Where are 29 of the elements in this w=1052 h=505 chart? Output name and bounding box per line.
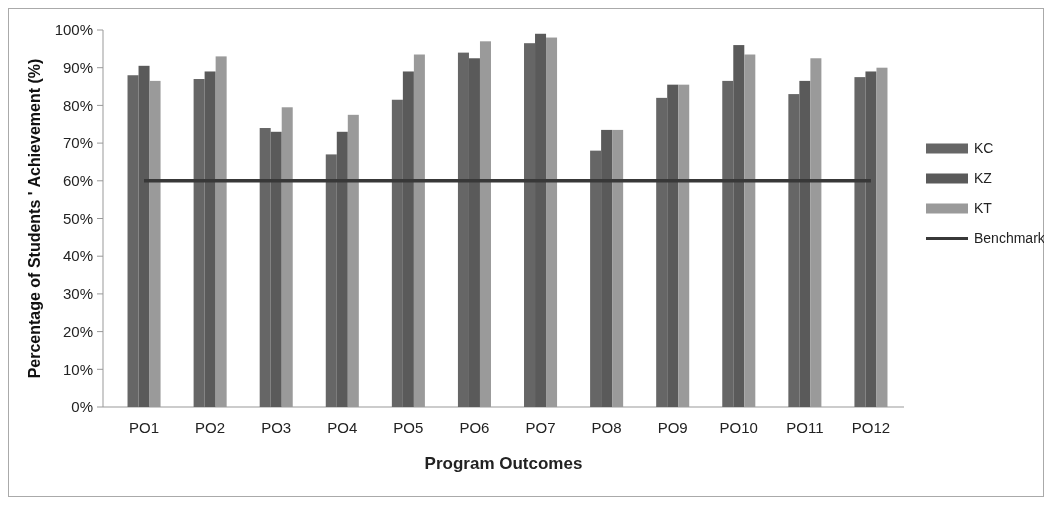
x-tick-label: PO12 [851,419,891,436]
x-tick-label: PO1 [129,419,160,436]
y-axis-title: Percentage of Students ' Achievement (%) [26,58,43,379]
y-tick-label: 70% [62,134,93,152]
x-tick-label: PO8 [591,419,622,436]
y-tick-label: 20% [62,322,93,340]
y-tick-label: 10% [62,360,93,378]
x-tick-label: PO10 [719,419,758,436]
x-axis-title: Program Outcomes [424,454,583,473]
x-tick-label: PO9 [657,419,688,436]
x-tick-label: PO7 [525,419,556,436]
legend-label: KT [974,200,993,217]
y-tick-label: 90% [62,58,93,76]
x-tick-label: PO3 [261,419,292,436]
legend-label: KZ [974,170,993,187]
legend-label: Benchmark [974,230,1046,247]
x-tick-label: PO11 [786,419,824,436]
x-tick-label: PO5 [393,419,424,436]
x-tick-label: PO4 [327,419,358,436]
y-tick-label: 50% [62,209,93,227]
y-tick-label: 100% [54,21,93,39]
x-tick-label: PO6 [459,419,490,436]
x-tick-label: PO2 [195,419,226,436]
y-tick-label: 60% [62,172,93,190]
y-tick-label: 30% [62,285,93,303]
legend-label: KC [974,140,994,157]
y-tick-label: 0% [71,398,93,416]
y-tick-label: 80% [62,96,93,114]
y-tick-label: 40% [62,247,93,265]
